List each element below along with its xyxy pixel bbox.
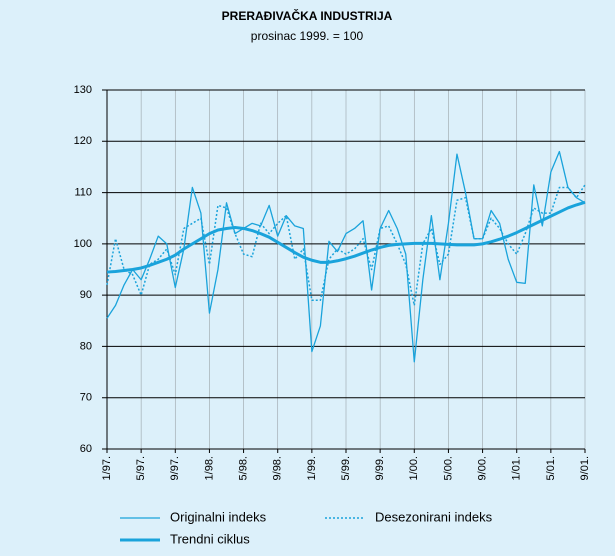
y-tick-label: 120 <box>74 135 92 147</box>
x-tick-label: 5/99. <box>340 456 352 480</box>
y-tick-label: 100 <box>74 238 92 250</box>
y-tick-label: 80 <box>80 340 92 352</box>
y-tick-label: 90 <box>80 289 92 301</box>
x-tick-label: 1/99. <box>306 456 318 480</box>
x-tick-label: 9/01. <box>579 456 591 480</box>
x-tick-label: 1/00. <box>408 456 420 480</box>
chart-title: PRERAĐIVAČKA INDUSTRIJA <box>222 8 393 23</box>
x-tick-label: 5/98. <box>237 456 249 480</box>
x-tick-label: 1/01. <box>511 456 523 480</box>
y-tick-label: 130 <box>74 84 92 96</box>
legend-label: Originalni indeks <box>170 509 267 524</box>
x-tick-label: 9/99. <box>374 456 386 480</box>
legend-label: Trendni ciklus <box>170 531 250 546</box>
x-tick-label: 9/00. <box>476 456 488 480</box>
series-line <box>106 200 586 274</box>
x-tick-label: 5/01. <box>545 456 557 480</box>
series-line <box>106 184 586 307</box>
legend-label: Desezonirani indeks <box>375 509 493 524</box>
y-tick-label: 60 <box>80 443 92 455</box>
y-tick-label: 70 <box>80 392 92 404</box>
x-tick-label: 9/97. <box>169 456 181 480</box>
x-tick-label: 5/97. <box>135 456 147 480</box>
x-tick-label: 9/98. <box>272 456 284 480</box>
chart-subtitle: prosinac 1999. = 100 <box>251 29 364 43</box>
x-tick-label: 1/97. <box>101 456 113 480</box>
x-tick-label: 1/98. <box>203 456 215 480</box>
x-tick-label: 5/00. <box>442 456 454 480</box>
series-line <box>106 150 586 363</box>
y-tick-label: 110 <box>74 186 92 198</box>
